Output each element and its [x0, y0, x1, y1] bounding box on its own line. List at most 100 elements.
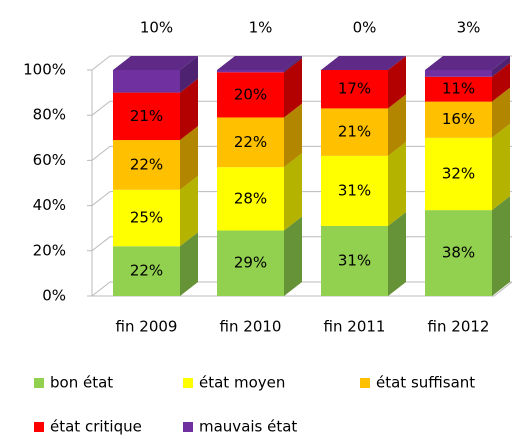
legend-label: état moyen — [199, 374, 285, 392]
x-tick-label: fin 2009 — [116, 318, 178, 336]
y-tick-label: 20% — [33, 241, 66, 259]
bar-segment — [321, 56, 406, 109]
bar-front — [217, 117, 284, 168]
bar-segment — [321, 211, 406, 296]
bar-front — [113, 189, 180, 247]
y-tick-label: 40% — [33, 196, 66, 214]
bar-side — [180, 78, 198, 141]
data-label: 1% — [249, 19, 273, 37]
bar-side — [492, 87, 510, 138]
data-label: 38% — [442, 244, 475, 262]
data-label: 22% — [130, 262, 163, 280]
data-label: 17% — [338, 80, 371, 98]
legend-swatch — [183, 378, 193, 388]
bar-side — [492, 196, 510, 296]
y-tick-label: 80% — [33, 106, 66, 124]
data-label: 3% — [457, 19, 481, 37]
bar-side — [492, 56, 510, 77]
bar-segment — [425, 62, 510, 102]
grid-line — [87, 236, 512, 252]
bar-top — [113, 56, 198, 70]
bar-segment — [425, 56, 510, 77]
legend-swatch — [360, 378, 370, 388]
legend-swatch — [34, 422, 44, 432]
data-label: 22% — [130, 155, 163, 173]
data-label: 29% — [234, 254, 267, 272]
y-tick-label: 60% — [33, 151, 66, 169]
bar-side — [284, 103, 302, 168]
bar-side — [284, 153, 302, 231]
bar-segment — [321, 56, 406, 70]
grid-line — [87, 55, 512, 71]
grid-line — [87, 100, 512, 116]
y-tick-label: 100% — [23, 61, 66, 79]
bar-segment — [113, 175, 198, 247]
bar-front — [217, 72, 284, 118]
x-tick-label: fin 2011 — [324, 318, 386, 336]
legend-label: état critique — [50, 418, 142, 436]
bar-front — [425, 76, 492, 102]
bar-front — [217, 230, 284, 296]
bar-side — [284, 216, 302, 296]
bar-side — [180, 232, 198, 296]
legend-swatch — [183, 422, 193, 432]
bar-side — [180, 56, 198, 93]
bar-front — [425, 137, 492, 211]
bar-segment — [113, 126, 198, 190]
legend-swatch — [34, 378, 44, 388]
bar-front — [321, 70, 388, 109]
data-label: 16% — [442, 110, 475, 128]
y-tick-label: 0% — [42, 287, 66, 305]
bar-segment — [217, 103, 302, 168]
data-label: 28% — [234, 189, 267, 207]
bar-side — [388, 56, 406, 109]
bar-segment — [217, 56, 302, 73]
bar-side — [492, 123, 510, 211]
bar-front — [321, 108, 388, 156]
grid-line — [87, 145, 512, 161]
grid-line — [87, 191, 512, 207]
bar-side — [180, 126, 198, 190]
bar-front — [113, 140, 180, 190]
bar-segment — [217, 153, 302, 231]
bar-front — [425, 210, 492, 296]
data-label: 11% — [442, 80, 475, 98]
bar-segment — [321, 94, 406, 156]
data-label: 21% — [338, 123, 371, 141]
bar-front — [425, 70, 492, 77]
bar-front — [113, 92, 180, 141]
data-label: 10% — [140, 19, 173, 37]
legend-label: état suffisant — [376, 374, 475, 392]
data-label: 22% — [234, 133, 267, 151]
bar-side — [284, 58, 302, 118]
data-label: 25% — [130, 209, 163, 227]
bar-front — [321, 225, 388, 296]
data-label: 31% — [338, 251, 371, 269]
data-label: 21% — [130, 107, 163, 125]
data-label: 31% — [338, 181, 371, 199]
bar-top — [425, 56, 510, 70]
bar-segment — [425, 87, 510, 138]
bar-segment — [425, 123, 510, 211]
bar-segment — [113, 78, 198, 141]
x-tick-label: fin 2010 — [220, 318, 282, 336]
bar-side — [388, 211, 406, 296]
legend-label: bon état — [50, 374, 113, 392]
bar-side — [180, 175, 198, 247]
legend-label: mauvais état — [199, 418, 297, 436]
bar-segment — [113, 56, 198, 93]
bar-front — [217, 70, 284, 73]
bar-side — [388, 94, 406, 156]
bar-front — [113, 246, 180, 296]
data-label: 32% — [442, 164, 475, 182]
data-label: 0% — [353, 19, 377, 37]
data-label: 20% — [234, 85, 267, 103]
bar-segment — [113, 232, 198, 296]
bar-segment — [217, 216, 302, 296]
grid-line — [87, 281, 512, 297]
bar-segment — [425, 196, 510, 296]
bar-top — [321, 56, 406, 70]
x-tick-label: fin 2012 — [428, 318, 490, 336]
bar-side — [388, 141, 406, 226]
